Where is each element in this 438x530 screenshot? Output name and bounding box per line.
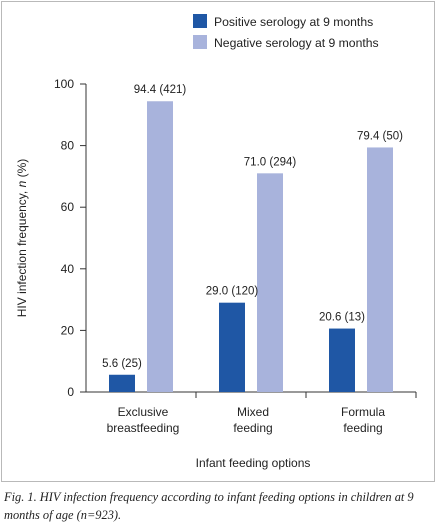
- bar: [257, 173, 283, 392]
- chart-axes: 0 20 40 60 80 100 HIV infection frequency, n (…: [15, 77, 417, 470]
- bar-chart: 0 20 40 60 80 100 HIV infection frequency, n (…: [15, 14, 417, 470]
- y-tick-label: 20: [61, 323, 75, 337]
- y-axis-label: HIV infection frequency, n (%): [15, 159, 29, 318]
- y-tick-label: 100: [54, 77, 74, 91]
- y-tick-label: 0: [67, 385, 74, 399]
- y-tick-label: 40: [61, 262, 75, 276]
- bar: [147, 101, 173, 393]
- bar: [219, 302, 245, 392]
- x-tick-label: Exclusive breastfeeding: [107, 405, 180, 435]
- bar-value-label: 71.0 (294): [244, 156, 297, 168]
- bar-value-label: 29.0 (120): [206, 286, 259, 298]
- bar-value-label: 5.6 (25): [102, 358, 142, 370]
- bar-value-label: 79.4 (50): [357, 130, 403, 142]
- bar: [329, 328, 355, 392]
- x-tick-label: Formula feeding: [341, 405, 385, 435]
- legend-label: Negative serology at 9 months: [214, 36, 379, 50]
- y-tick-label: 60: [61, 200, 75, 214]
- figure-frame: [1, 1, 435, 482]
- legend-swatch: [193, 14, 207, 28]
- bar: [109, 374, 135, 392]
- bar-value-label: 20.6 (13): [319, 312, 365, 324]
- figure-caption: Fig. 1. HIV infection frequency accordin…: [4, 490, 414, 522]
- y-tick-label: 80: [61, 139, 75, 153]
- chart-legend: Positive serology at 9 months Negative se…: [193, 14, 379, 50]
- bar-value-label: 94.4 (421): [134, 84, 187, 96]
- bar-data-labels: 5.6 (25) 94.4 (421) 29.0 (120) 71.0 (294) 20…: [102, 84, 403, 370]
- legend-swatch: [193, 35, 207, 49]
- chart-bars: [109, 101, 393, 393]
- bar: [367, 147, 393, 392]
- x-axis-label: Infant feeding options: [196, 456, 311, 470]
- legend-label: Positive serology at 9 months: [214, 15, 373, 29]
- x-tick-label: Mixed feeding: [233, 405, 272, 435]
